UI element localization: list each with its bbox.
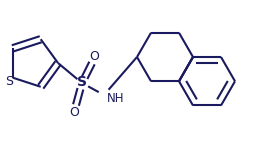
Text: S: S xyxy=(5,75,13,88)
Text: S: S xyxy=(78,75,88,89)
Text: O: O xyxy=(69,106,79,119)
Text: O: O xyxy=(89,51,99,64)
Text: NH: NH xyxy=(107,91,125,104)
